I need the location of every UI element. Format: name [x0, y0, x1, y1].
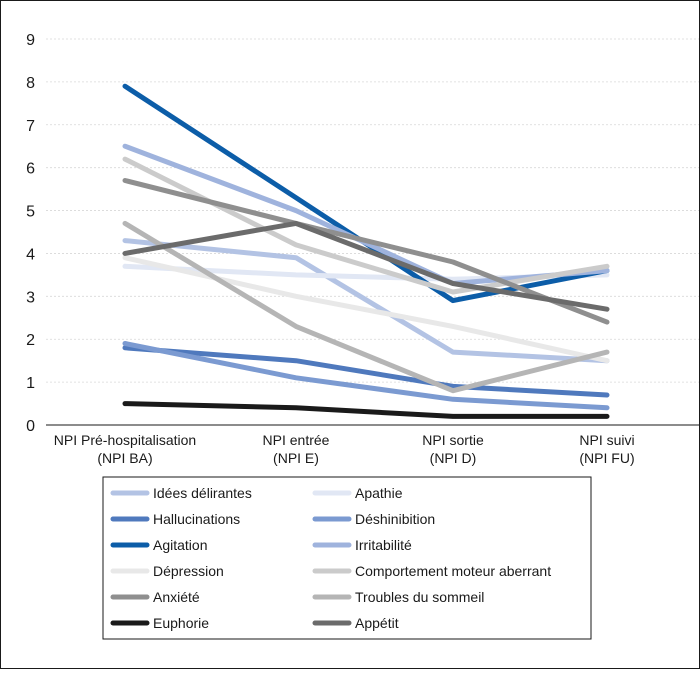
legend: Idées délirantes Apathie Hallucinations Dés… [102, 476, 592, 640]
y-tick-label: 1 [26, 375, 35, 392]
series-lines [122, 83, 610, 419]
series-line [122, 178, 610, 325]
legend-label: Idées délirantes [153, 485, 252, 501]
x-tick-label: NPI sortie (NPI D) [422, 432, 484, 466]
legend-label: Dépression [153, 563, 224, 579]
x-tick-label: NPI suivi (NPI FU) [579, 432, 634, 466]
x-tick-label: NPI entrée (NPI E) [263, 432, 330, 466]
legend-label: Euphorie [153, 615, 209, 631]
series-line [122, 238, 610, 364]
y-tick-label: 9 [26, 32, 35, 49]
legend-label: Hallucinations [153, 511, 240, 527]
gridlines [46, 38, 699, 426]
y-tick-label: 4 [26, 246, 35, 263]
series-line [122, 143, 610, 286]
series-line [122, 401, 610, 419]
legend-box [102, 476, 592, 640]
series-line [122, 345, 610, 398]
legend-label: Appétit [355, 615, 399, 631]
legend-label: Irritabilité [355, 537, 412, 553]
series-line [122, 255, 610, 364]
x-axis-ticks: NPI Pré-hospitalisation (NPI BA) NPI entré… [54, 432, 635, 466]
y-tick-label: 0 [26, 418, 35, 435]
legend-label: Troubles du sommeil [355, 589, 484, 605]
y-tick-label: 8 [26, 75, 35, 92]
y-tick-label: 6 [26, 161, 35, 178]
y-axis-ticks: 0 1 2 3 4 5 6 7 8 9 [26, 32, 35, 435]
legend-label: Apathie [355, 485, 403, 501]
legend-label: Agitation [153, 537, 207, 553]
y-tick-label: 5 [26, 204, 35, 221]
y-tick-label: 7 [26, 118, 35, 135]
series-line [122, 220, 610, 394]
series-line [122, 341, 610, 411]
legend-label: Anxiété [153, 589, 200, 605]
legend-label: Déshinibition [355, 511, 435, 527]
y-tick-label: 2 [26, 332, 35, 349]
y-tick-label: 3 [26, 289, 35, 306]
x-tick-label: NPI Pré-hospitalisation (NPI BA) [54, 432, 196, 466]
series-line [122, 220, 610, 312]
legend-label: Comportement moteur aberrant [355, 563, 551, 579]
